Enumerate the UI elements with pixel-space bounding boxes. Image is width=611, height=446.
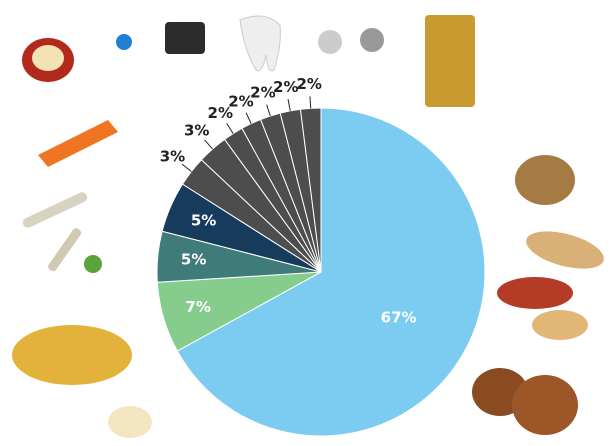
apple [32, 45, 64, 71]
leader-line [309, 96, 312, 109]
pin [318, 30, 342, 54]
corn [12, 325, 132, 385]
data-label: 2% [296, 75, 321, 93]
peanut [526, 231, 604, 269]
data-label: 2% [250, 84, 275, 102]
peanut [532, 310, 588, 340]
pie-slice [176, 107, 486, 437]
decorations [12, 15, 604, 438]
pin [360, 28, 384, 52]
pea [84, 255, 102, 273]
data-label: 3% [160, 147, 185, 165]
leader-line [245, 112, 252, 124]
data-label: 3% [184, 121, 209, 139]
data-label: 2% [228, 92, 253, 110]
peanut [497, 277, 573, 309]
leader-line [266, 104, 271, 117]
walnut [515, 155, 575, 205]
data-label: 2% [208, 104, 233, 122]
bag [425, 15, 475, 107]
bone [48, 228, 82, 272]
leader-line [287, 99, 291, 111]
leader-line [181, 163, 192, 172]
data-label: 67% [381, 308, 417, 326]
data-label: 7% [185, 298, 210, 316]
data-label: 2% [273, 78, 298, 96]
pie: 67%7%5%5%3%3%2%2%2%2%2% [156, 75, 486, 437]
tooth [239, 15, 281, 72]
bone [22, 192, 88, 228]
hazelnut [512, 375, 578, 435]
leader-line [204, 139, 213, 150]
data-label: 5% [181, 250, 206, 268]
cap [116, 34, 132, 50]
data-label: 5% [191, 212, 216, 230]
popcorn [108, 406, 152, 438]
leader-line [226, 123, 234, 134]
gadget [165, 22, 205, 54]
carrot [38, 120, 118, 167]
